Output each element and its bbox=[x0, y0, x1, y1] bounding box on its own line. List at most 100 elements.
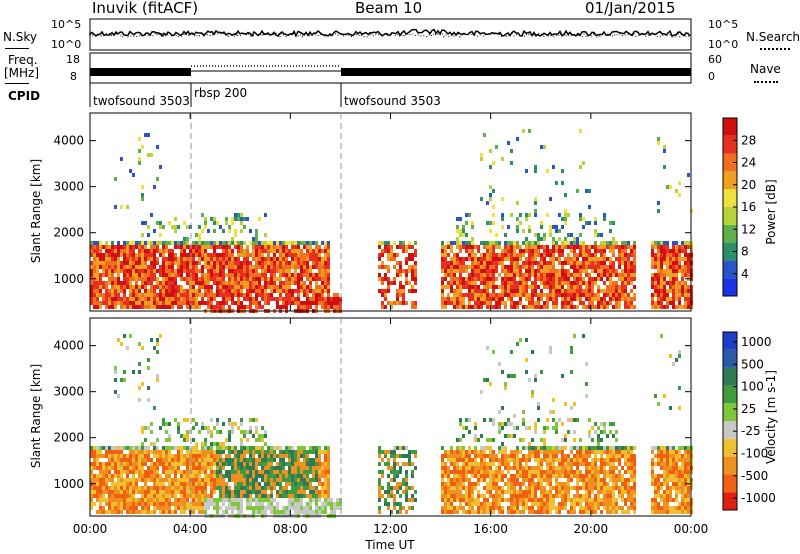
heatmap-cell bbox=[111, 245, 114, 249]
heatmap-cell bbox=[525, 474, 528, 478]
heatmap-cell bbox=[165, 257, 168, 261]
heatmap-cell bbox=[156, 297, 159, 301]
heatmap-cell bbox=[378, 241, 381, 245]
heatmap-cell bbox=[255, 229, 258, 233]
heatmap-cell bbox=[264, 293, 267, 297]
heatmap-cell bbox=[567, 293, 570, 297]
heatmap-cell bbox=[486, 482, 489, 486]
heatmap-cell bbox=[138, 498, 141, 502]
heatmap-cell bbox=[393, 474, 396, 478]
heatmap-cell bbox=[522, 490, 525, 494]
heatmap-cell bbox=[249, 450, 252, 454]
heatmap-cell bbox=[138, 490, 141, 494]
heatmap-cell bbox=[138, 297, 141, 301]
heatmap-cell bbox=[651, 261, 654, 265]
heatmap-cell bbox=[579, 253, 582, 257]
heatmap-cell bbox=[594, 297, 597, 301]
heatmap-cell bbox=[537, 478, 540, 482]
heatmap-cell bbox=[459, 494, 462, 498]
heatmap-cell bbox=[594, 241, 597, 245]
heatmap-cell bbox=[168, 438, 171, 442]
heatmap-cell bbox=[102, 466, 105, 470]
heatmap-cell bbox=[486, 273, 489, 277]
heatmap-cell bbox=[213, 474, 216, 478]
heatmap-cell bbox=[558, 490, 561, 494]
heatmap-cell bbox=[666, 245, 669, 249]
heatmap-cell bbox=[414, 277, 417, 281]
heatmap-cell bbox=[264, 466, 267, 470]
heatmap-cell bbox=[246, 498, 249, 502]
heatmap-cell bbox=[513, 289, 516, 293]
heatmap-cell bbox=[222, 502, 225, 506]
heatmap-cell bbox=[99, 510, 102, 514]
heatmap-cell bbox=[252, 466, 255, 470]
heatmap-cell bbox=[294, 470, 297, 474]
heatmap-cell bbox=[288, 241, 291, 245]
heatmap-cell bbox=[114, 285, 117, 289]
heatmap-cell bbox=[411, 470, 414, 474]
heatmap-cell bbox=[195, 446, 198, 450]
heatmap-cell bbox=[453, 494, 456, 498]
heatmap-cell bbox=[240, 450, 243, 454]
heatmap-cell bbox=[492, 273, 495, 277]
heatmap-cell bbox=[267, 458, 270, 462]
heatmap-cell bbox=[522, 129, 525, 133]
heatmap-cell bbox=[201, 506, 204, 510]
heatmap-cell bbox=[201, 301, 204, 305]
heatmap-cell bbox=[108, 454, 111, 458]
heatmap-cell bbox=[96, 482, 99, 486]
heatmap-cell bbox=[468, 241, 471, 245]
heatmap-cell bbox=[135, 257, 138, 261]
heatmap-cell bbox=[516, 269, 519, 273]
heatmap-cell bbox=[552, 241, 555, 245]
heatmap-cell bbox=[528, 490, 531, 494]
heatmap-cell bbox=[186, 498, 189, 502]
heatmap-cell bbox=[105, 265, 108, 269]
heatmap-cell bbox=[672, 241, 675, 245]
heatmap-cell bbox=[165, 506, 168, 510]
heatmap-cell bbox=[192, 474, 195, 478]
heatmap-cell bbox=[228, 257, 231, 261]
heatmap-cell bbox=[261, 486, 264, 490]
heatmap-cell bbox=[441, 458, 444, 462]
heatmap-cell bbox=[489, 458, 492, 462]
heatmap-cell bbox=[399, 273, 402, 277]
heatmap-cell bbox=[525, 277, 528, 281]
heatmap-cell bbox=[114, 265, 117, 269]
heatmap-cell bbox=[249, 470, 252, 474]
heatmap-cell bbox=[678, 285, 681, 289]
heatmap-cell bbox=[621, 293, 624, 297]
heatmap-cell bbox=[303, 281, 306, 285]
heatmap-cell bbox=[276, 277, 279, 281]
heatmap-cell bbox=[477, 289, 480, 293]
heatmap-cell bbox=[237, 486, 240, 490]
heatmap-cell bbox=[402, 482, 405, 486]
heatmap-cell bbox=[510, 502, 513, 506]
heatmap-cell bbox=[249, 426, 252, 430]
heatmap-cell bbox=[462, 470, 465, 474]
heatmap-cell bbox=[114, 277, 117, 281]
heatmap-cell bbox=[282, 486, 285, 490]
heatmap-cell bbox=[186, 269, 189, 273]
heatmap-cell bbox=[273, 510, 276, 514]
heatmap-cell bbox=[570, 233, 573, 237]
heatmap-cell bbox=[540, 221, 543, 225]
heatmap-cell bbox=[477, 293, 480, 297]
heatmap-cell bbox=[549, 233, 552, 237]
heatmap-cell bbox=[288, 269, 291, 273]
heatmap-cell bbox=[294, 474, 297, 478]
heatmap-cell bbox=[567, 213, 570, 217]
heatmap-cell bbox=[270, 265, 273, 269]
heatmap-cell bbox=[459, 478, 462, 482]
heatmap-cell bbox=[441, 269, 444, 273]
heatmap-cell bbox=[525, 494, 528, 498]
heatmap-cell bbox=[264, 474, 267, 478]
heatmap-cell bbox=[204, 245, 207, 249]
heatmap-cell bbox=[300, 257, 303, 261]
heatmap-cell bbox=[261, 245, 264, 249]
heatmap-cell bbox=[486, 446, 489, 450]
heatmap-cell bbox=[282, 273, 285, 277]
heatmap-cell bbox=[327, 494, 330, 498]
heatmap-cell bbox=[522, 502, 525, 506]
heatmap-cell bbox=[159, 293, 162, 297]
